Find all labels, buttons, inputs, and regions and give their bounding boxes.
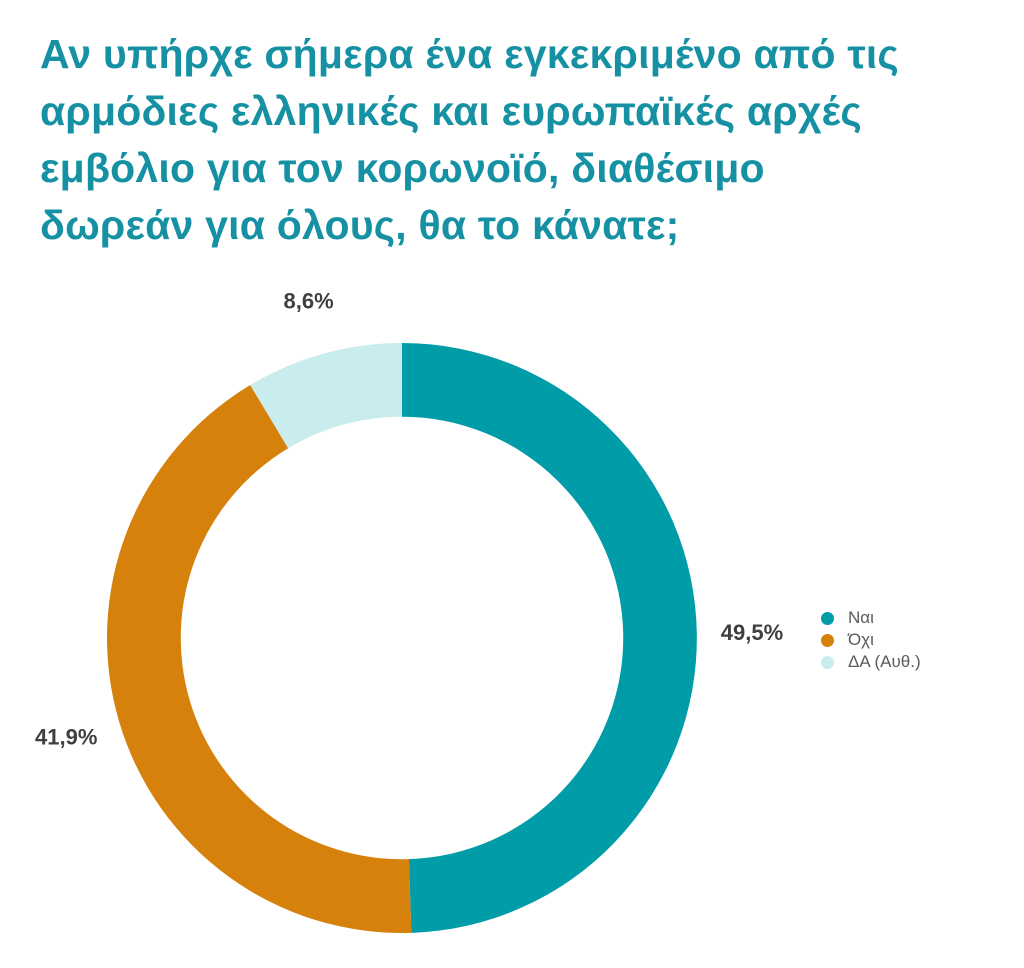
slice-value-label-1: 41,9% <box>35 724 97 749</box>
legend-label: Όχι <box>848 630 874 649</box>
donut-segment-2 <box>250 343 402 449</box>
slice-value-label-0: 49,5% <box>721 620 783 645</box>
chart-title-line: εμβόλιο για τον κορωνοϊό, διαθέσιμο <box>40 145 765 191</box>
chart-title: Αν υπήρχε σήμερα ένα εγκεκριμένο από τις… <box>40 26 899 254</box>
chart-title-line: Αν υπήρχε σήμερα ένα εγκεκριμένο από τις <box>40 31 899 77</box>
legend-label: Ναι <box>848 608 874 627</box>
chart-title-line: αρμόδιες ελληνικές και ευρωπαϊκές αρχές <box>40 88 862 134</box>
chart-legend: Ναι Όχι ΔΑ (Αυθ.) <box>821 607 921 673</box>
legend-swatch <box>821 633 834 647</box>
legend-item-dontknow: ΔΑ (Αυθ.) <box>821 651 921 673</box>
donut-chart: 49,5% 41,9% 8,6% <box>35 288 783 933</box>
legend-item-yes: Ναι <box>821 607 921 629</box>
chart-title-line: δωρεάν για όλους, θα το κάνατε; <box>40 202 680 248</box>
donut-segment-0 <box>402 343 697 933</box>
legend-item-no: Όχι <box>821 629 921 651</box>
donut-segment-1 <box>107 385 412 933</box>
legend-swatch <box>821 655 834 669</box>
legend-label: ΔΑ (Αυθ.) <box>848 652 921 671</box>
legend-swatch <box>821 611 834 625</box>
slice-value-label-2: 8,6% <box>284 288 334 313</box>
